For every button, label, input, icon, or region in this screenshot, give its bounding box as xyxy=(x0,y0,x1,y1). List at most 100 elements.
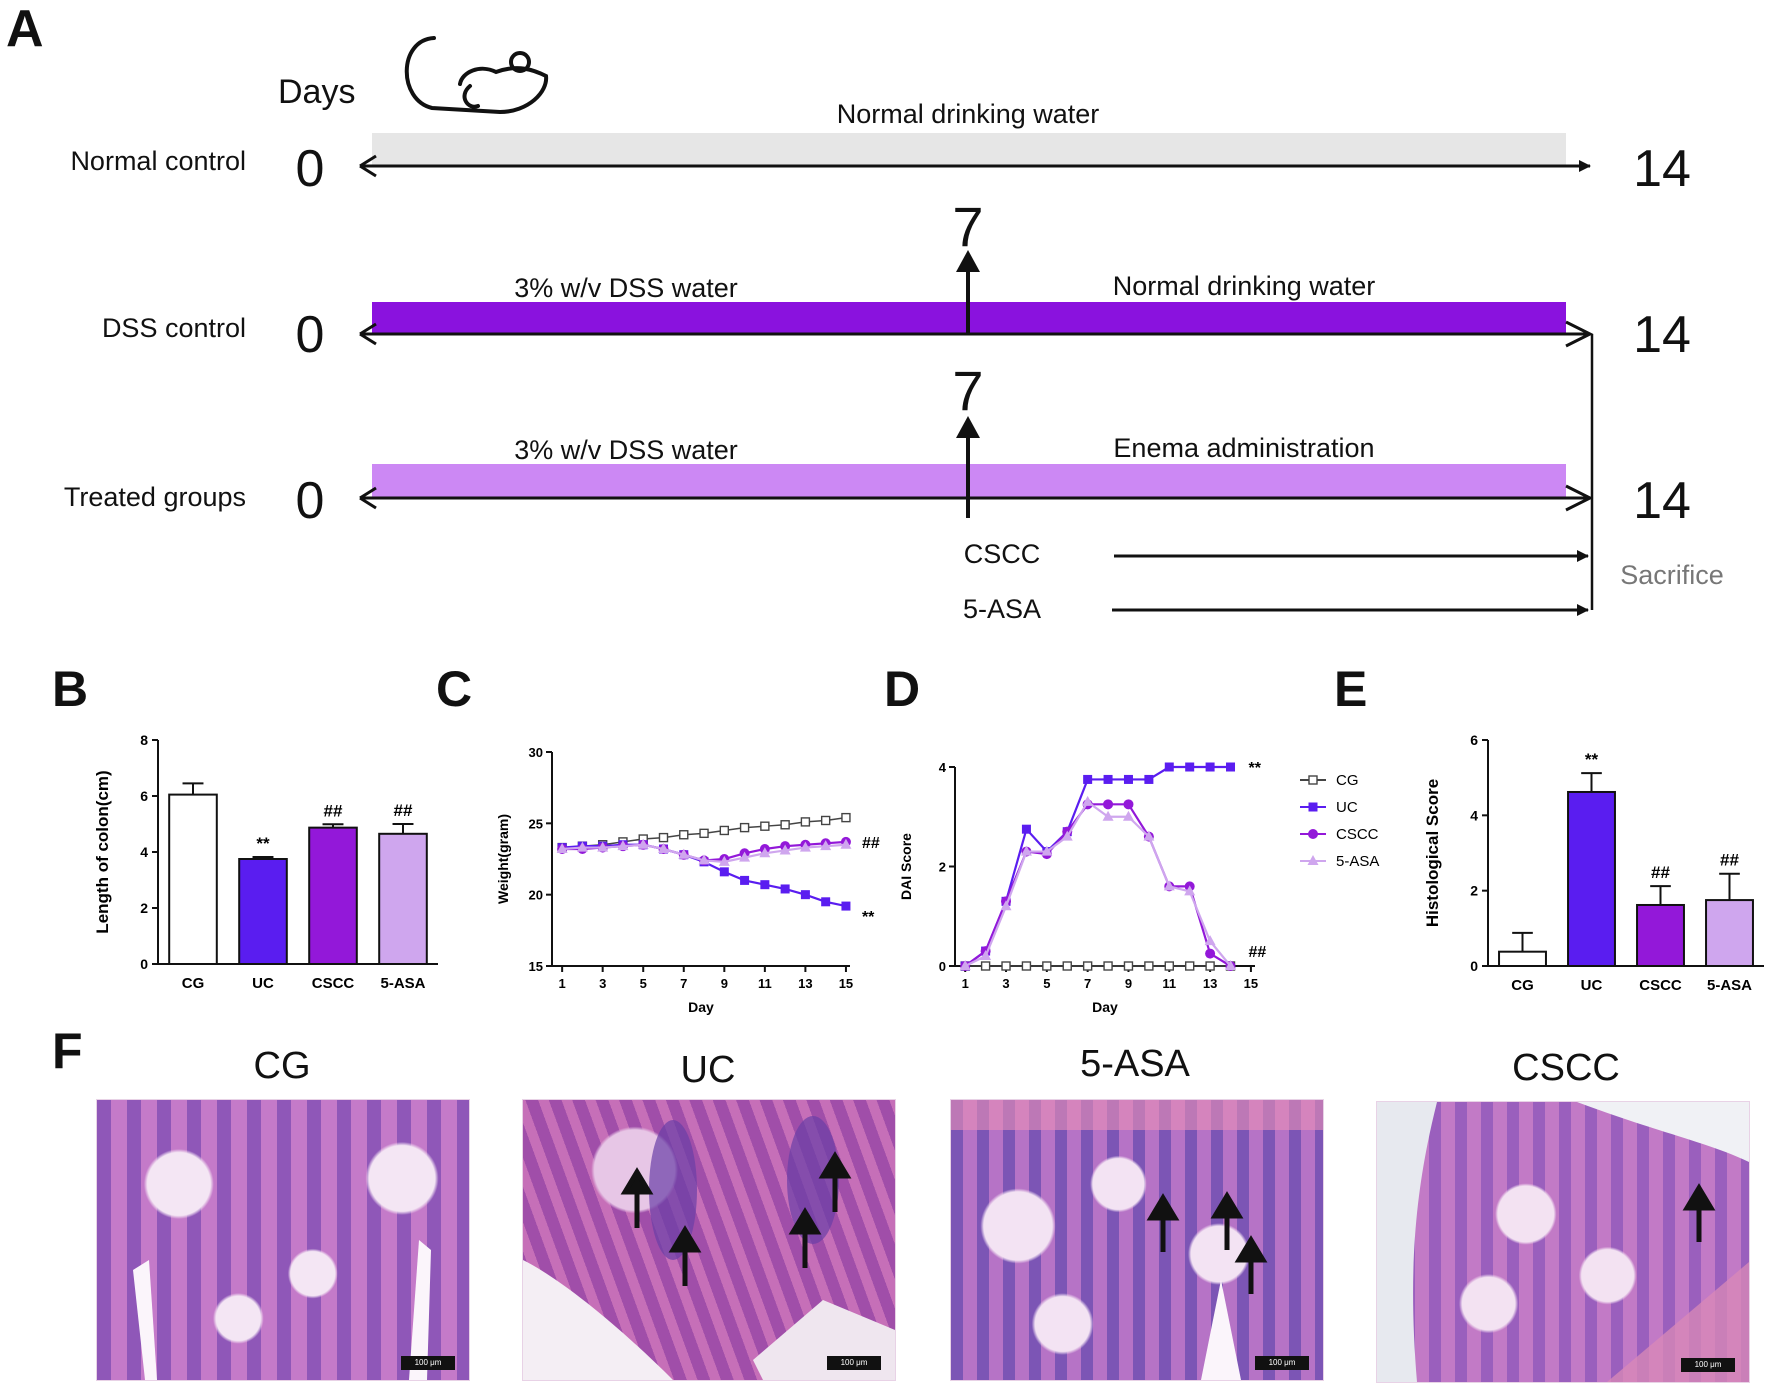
data-point xyxy=(841,901,851,911)
legend-item-uc: UC xyxy=(1300,799,1358,816)
significance-label: ## xyxy=(1249,944,1267,961)
y-tick-label: 6 xyxy=(140,788,148,804)
data-point xyxy=(980,950,992,961)
tissue-overlay xyxy=(1377,1102,1749,1382)
x-tick-label: 7 xyxy=(1084,976,1091,991)
legend-item-5-asa: 5-ASA xyxy=(1300,853,1379,870)
lesion-arrows xyxy=(620,1151,852,1286)
panel-letter-f: F xyxy=(52,1023,83,1079)
significance-label: ** xyxy=(256,834,270,853)
timeline-row-normal-control: Normal control 0 Normal drinking water 1… xyxy=(70,99,1690,198)
y-tick-label: 0 xyxy=(140,956,148,972)
micrograph-cg: 100 μm xyxy=(96,1099,470,1381)
y-tick-label: 4 xyxy=(140,844,148,860)
start-day: 0 xyxy=(296,140,325,198)
x-tick-label: CSCC xyxy=(1639,977,1682,994)
series-uc xyxy=(960,762,1236,971)
x-tick-label: CSCC xyxy=(312,975,355,992)
bar-cscc xyxy=(1636,903,1685,967)
bar-cg xyxy=(168,793,218,965)
y-tick-label: 2 xyxy=(140,900,148,916)
tissue-overlay xyxy=(523,1116,895,1380)
data-point xyxy=(637,838,649,849)
panel-letter-b: B xyxy=(52,661,88,717)
y-tick-label: 0 xyxy=(939,959,946,974)
significance-label: ## xyxy=(394,801,413,820)
data-point xyxy=(1184,885,1196,896)
segment-right-label: Enema administration xyxy=(1113,433,1374,463)
x-tick-label: 3 xyxy=(1002,976,1009,991)
data-point xyxy=(759,847,771,858)
panel-letter-c: C xyxy=(436,661,472,717)
x-tick-label: 5-ASA xyxy=(380,975,425,992)
legend-item-cg: CG xyxy=(1300,772,1359,789)
legend-item-cscc: CSCC xyxy=(1300,826,1379,843)
histology-title-uc: UC xyxy=(681,1049,736,1091)
data-point xyxy=(840,838,852,849)
significance-label: ** xyxy=(1585,750,1599,769)
data-point xyxy=(597,841,609,852)
segment-label: Normal drinking water xyxy=(837,99,1100,129)
lesion-arrows xyxy=(1146,1191,1268,1294)
series-5-asa xyxy=(959,795,1237,970)
x-tick-label: 3 xyxy=(599,976,606,991)
data-point xyxy=(841,812,851,823)
lesion-arrows xyxy=(1682,1183,1716,1242)
bar-5-asa xyxy=(378,832,428,965)
data-point xyxy=(1225,960,1237,970)
legend-marker xyxy=(1307,855,1319,865)
data-point xyxy=(1103,961,1113,971)
data-point xyxy=(576,841,588,852)
data-point xyxy=(1001,961,1011,971)
data-point xyxy=(1184,961,1195,971)
segment-left-label: 3% w/v DSS water xyxy=(514,273,738,303)
timeline-row-dss-control: DSS control 0 7 3% w/v DSS water Normal … xyxy=(102,195,1691,364)
x-tick-label: 15 xyxy=(1244,976,1258,991)
end-day: 14 xyxy=(1633,306,1691,364)
data-point xyxy=(780,884,790,894)
significance-label: ## xyxy=(1720,851,1739,870)
x-tick-label: 7 xyxy=(680,976,687,991)
y-tick-label: 20 xyxy=(529,888,543,903)
x-tick-label: UC xyxy=(252,975,274,992)
histology-title-cscc: CSCC xyxy=(1512,1047,1620,1089)
data-point xyxy=(718,855,730,866)
end-day: 14 xyxy=(1633,140,1691,198)
x-tick-label: 13 xyxy=(1203,976,1217,991)
x-tick-label: 1 xyxy=(962,976,969,991)
data-point xyxy=(1083,774,1093,784)
data-point xyxy=(1185,762,1195,772)
significance-label: ## xyxy=(862,835,880,852)
micrograph-5-asa: 100 μm xyxy=(950,1099,1324,1381)
bar-cscc xyxy=(308,826,358,966)
scale-bar: 100 μm xyxy=(401,1356,455,1370)
chart-histological-score: 0 2 4 6 CG UC ** CSCC ## 5-ASA ## Histological Scor… xyxy=(1423,732,1764,994)
legend-label: CSCC xyxy=(1336,826,1379,843)
bar-uc xyxy=(1567,790,1616,967)
x-tick-label: 9 xyxy=(1125,976,1132,991)
scale-bar: 100 μm xyxy=(1255,1356,1309,1370)
data-point xyxy=(1123,799,1134,810)
data-point xyxy=(799,841,811,852)
y-tick-label: 15 xyxy=(529,959,543,974)
end-day: 14 xyxy=(1633,472,1691,530)
series-5-asa xyxy=(556,838,852,866)
data-point xyxy=(1123,961,1134,971)
legend-label: CG xyxy=(1336,772,1359,789)
data-point xyxy=(1164,762,1174,772)
panel-letter-e: E xyxy=(1334,661,1367,717)
data-point xyxy=(1082,961,1093,971)
data-point xyxy=(1020,845,1032,856)
data-point xyxy=(1164,961,1174,971)
data-point xyxy=(1103,799,1114,810)
series-line xyxy=(964,800,1232,967)
days-label: Days xyxy=(278,73,355,111)
data-point xyxy=(1061,830,1073,841)
data-point xyxy=(1122,810,1134,821)
data-point xyxy=(739,851,751,862)
lumen xyxy=(133,1240,431,1380)
y-tick-label: 4 xyxy=(1470,807,1478,823)
mid-day: 7 xyxy=(952,195,983,258)
